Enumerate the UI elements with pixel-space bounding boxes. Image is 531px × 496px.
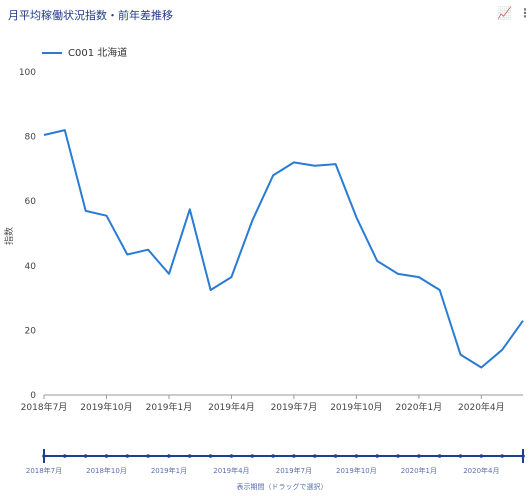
navigator-dot [437,454,442,458]
data-point[interactable] [125,252,130,257]
navigator-dot [375,454,380,458]
x-tick-label: 2019年10月 [80,401,132,413]
navigator-dot [167,454,171,458]
data-point[interactable] [354,215,359,220]
navigator-dot [250,454,255,458]
data-point[interactable] [62,128,67,133]
navigator-dot [187,454,192,458]
data-point[interactable] [458,352,463,357]
x-tick-label: 2020年4月 [458,401,505,413]
navigator-dot [146,454,150,458]
navigator-dot [104,454,109,458]
y-tick-label: 0 [30,391,36,401]
data-point[interactable] [42,132,47,137]
navigator-caption: 表示期間（ドラッグで選択） [237,482,328,491]
navigator-dot [229,454,234,458]
x-tick-label: 2019年10月 [330,401,382,413]
navigator-dot [83,454,88,458]
data-point[interactable] [416,275,421,280]
x-tick-label: 2019年4月 [208,401,255,413]
data-point[interactable] [479,365,484,370]
data-point[interactable] [166,271,171,276]
data-point[interactable] [396,271,401,276]
navigator-dot [417,454,421,458]
data-point[interactable] [312,163,317,168]
navigator-tick-label: 2018年10月 [86,466,127,475]
data-point[interactable] [208,288,213,293]
data-point[interactable] [104,213,109,218]
y-axis-title: 指数 [3,227,15,245]
legend[interactable]: C001 北海道 [42,46,127,59]
navigator-dot [500,454,504,458]
navigator-tick-label: 2019年7月 [276,466,312,475]
navigator-dot [354,454,359,458]
x-tick-label: 2019年7月 [271,401,318,413]
navigator-dot [271,454,275,458]
chart-type-icon[interactable]: 📈 [497,6,512,20]
series-line [43,129,524,369]
data-point[interactable] [146,247,151,252]
data-point[interactable] [271,173,276,178]
navigator-tick-label: 2019年4月 [213,466,249,475]
chart-title: 月平均稼働状況指数・前年差推移 [8,9,173,22]
legend-label: C001 北海道 [68,46,127,59]
y-tick-label: 60 [25,197,37,207]
plot-area: 0 20 40 60 80 100 2018年7月 2019年10月 2019年1月 2019年4… [19,68,526,413]
y-tick-label: 80 [25,133,37,143]
data-point[interactable] [187,207,192,212]
navigator-tick-label: 2018年7月 [26,466,62,475]
data-point[interactable] [291,160,296,165]
navigator-dot [208,454,213,458]
navigator-dot [63,454,67,458]
data-point[interactable] [437,288,442,293]
navigator-dot [292,454,296,458]
navigator-tick-label: 2019年1月 [151,466,187,475]
range-navigator[interactable]: 2018年7月 2018年10月 2019年1月 2019年4月 2019年7月 2019… [26,449,525,491]
data-point[interactable] [500,347,505,352]
x-tick-label: 2018年7月 [21,401,68,413]
data-point[interactable] [250,218,255,223]
navigator-dot [125,454,130,458]
navigator-dot [458,454,463,458]
navigator-tick-label: 2020年4月 [463,466,499,475]
y-tick-label: 100 [19,68,36,78]
more-vertical-icon[interactable]: ⋮ [519,6,531,20]
y-tick-label: 20 [25,326,37,336]
x-tick-label: 2019年1月 [146,401,193,413]
data-point[interactable] [83,208,88,213]
data-point[interactable] [521,318,526,323]
navigator-tick-label: 2019年10月 [336,466,377,475]
navigator-dot [333,454,338,458]
data-point[interactable] [333,162,338,167]
navigator-dot [479,454,484,458]
navigator-dot [396,454,400,458]
navigator-tick-label: 2020年1月 [401,466,437,475]
data-point[interactable] [375,258,380,263]
data-point[interactable] [229,275,234,280]
navigator-dot [312,454,317,458]
y-tick-label: 40 [25,262,37,272]
x-tick-label: 2020年1月 [396,401,443,413]
